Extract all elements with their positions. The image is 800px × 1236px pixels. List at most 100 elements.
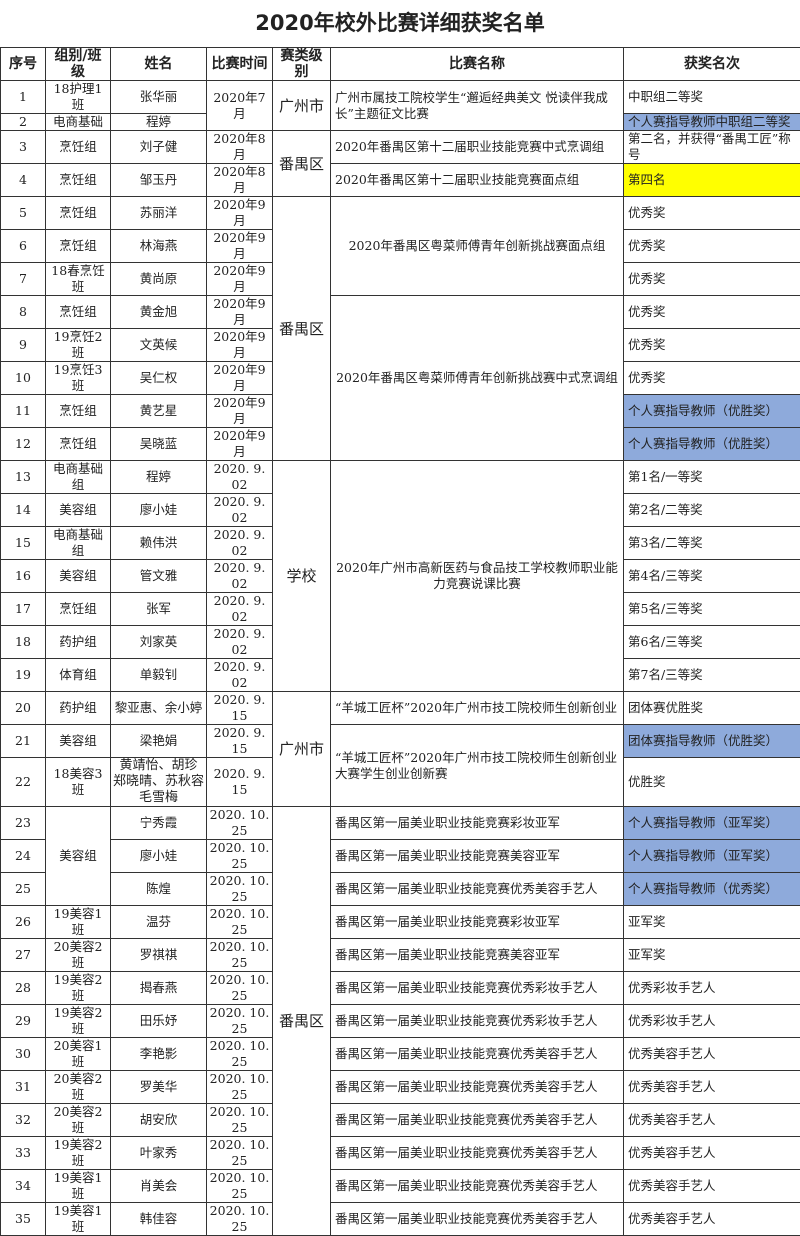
- cell-level: 学校: [273, 461, 331, 692]
- cell-time: 2020. 9. 02: [207, 461, 273, 494]
- cell-award: 优秀美容手艺人: [624, 1137, 800, 1170]
- cell-competition: 番禺区第一届美业职业技能竞赛优秀彩妆手艺人: [331, 972, 624, 1005]
- cell-no: 22: [1, 758, 46, 807]
- header-competition: 比赛名称: [331, 48, 624, 81]
- cell-name: 苏丽洋: [111, 197, 207, 230]
- cell-name: 黄艺星: [111, 395, 207, 428]
- cell-award: 个人赛指导教师（亚军奖）: [624, 840, 800, 873]
- cell-name: 罗祺祺: [111, 939, 207, 972]
- cell-competition: 番禺区第一届美业职业技能竞赛美容亚军: [331, 840, 624, 873]
- cell-name: 刘子健: [111, 131, 207, 164]
- cell-level: 广州市: [273, 81, 331, 131]
- cell-name: 黄尚原: [111, 263, 207, 296]
- cell-name: 宁秀霞: [111, 807, 207, 840]
- cell-competition: 广州市属技工院校学生“邂逅经典美文 悦读伴我成长”主题征文比赛: [331, 81, 624, 131]
- cell-no: 17: [1, 593, 46, 626]
- cell-award: 个人赛指导教师（亚军奖）: [624, 807, 800, 840]
- cell-competition: 2020年番禺区第十二届职业技能竞赛面点组: [331, 164, 624, 197]
- cell-competition: 2020年番禺区第十二届职业技能竞赛中式烹调组: [331, 131, 624, 164]
- cell-group: 18护理1班: [46, 81, 111, 114]
- cell-name: 吴仁权: [111, 362, 207, 395]
- cell-group: 20美容2班: [46, 1071, 111, 1104]
- cell-no: 19: [1, 659, 46, 692]
- cell-competition: 番禺区第一届美业职业技能竞赛彩妆亚军: [331, 807, 624, 840]
- cell-time: 2020年9月: [207, 395, 273, 428]
- cell-name: 廖小娃: [111, 494, 207, 527]
- cell-level: 番禺区: [273, 131, 331, 197]
- cell-no: 4: [1, 164, 46, 197]
- cell-award: 第7名/三等奖: [624, 659, 800, 692]
- cell-competition: 番禺区第一届美业职业技能竞赛优秀美容手艺人: [331, 1170, 624, 1203]
- cell-name: 肖美会: [111, 1170, 207, 1203]
- cell-award: 第二名，并获得“番禺工匠”称号: [624, 131, 800, 164]
- cell-time: 2020. 9. 15: [207, 725, 273, 758]
- cell-no: 9: [1, 329, 46, 362]
- cell-no: 30: [1, 1038, 46, 1071]
- cell-group: 烹饪组: [46, 230, 111, 263]
- cell-level: 番禺区: [273, 197, 331, 461]
- cell-no: 34: [1, 1170, 46, 1203]
- cell-group: 烹饪组: [46, 164, 111, 197]
- cell-award: 优秀奖: [624, 230, 800, 263]
- cell-group: 电商基础: [46, 114, 111, 131]
- cell-name: 程婷: [111, 461, 207, 494]
- cell-name: 张军: [111, 593, 207, 626]
- cell-award: 个人赛指导教师（优胜奖）: [624, 395, 800, 428]
- cell-competition: 番禺区第一届美业职业技能竞赛优秀美容手艺人: [331, 1104, 624, 1137]
- cell-time: 2020. 10. 25: [207, 1104, 273, 1137]
- cell-time: 2020. 10. 25: [207, 840, 273, 873]
- cell-competition: 番禺区第一届美业职业技能竞赛优秀美容手艺人: [331, 1137, 624, 1170]
- cell-no: 25: [1, 873, 46, 906]
- cell-competition: 番禺区第一届美业职业技能竞赛优秀美容手艺人: [331, 873, 624, 906]
- cell-award: 第3名/二等奖: [624, 527, 800, 560]
- cell-time: 2020年9月: [207, 263, 273, 296]
- cell-group: 烹饪组: [46, 197, 111, 230]
- cell-competition: 番禺区第一届美业职业技能竞赛优秀美容手艺人: [331, 1038, 624, 1071]
- cell-group: 药护组: [46, 692, 111, 725]
- cell-name: 叶家秀: [111, 1137, 207, 1170]
- cell-group: 体育组: [46, 659, 111, 692]
- cell-award: 优秀奖: [624, 263, 800, 296]
- cell-award: 优秀彩妆手艺人: [624, 1005, 800, 1038]
- cell-no: 31: [1, 1071, 46, 1104]
- cell-competition: 番禺区第一届美业职业技能竞赛优秀美容手艺人: [331, 1071, 624, 1104]
- cell-group: 19美容2班: [46, 1005, 111, 1038]
- cell-time: 2020年9月: [207, 197, 273, 230]
- cell-no: 18: [1, 626, 46, 659]
- cell-group: 19美容2班: [46, 1137, 111, 1170]
- cell-no: 20: [1, 692, 46, 725]
- cell-name: 田乐妤: [111, 1005, 207, 1038]
- cell-award: 中职组二等奖: [624, 81, 800, 114]
- cell-time: 2020年9月: [207, 428, 273, 461]
- cell-no: 32: [1, 1104, 46, 1137]
- header-group: 组别/班级: [46, 48, 111, 81]
- cell-time: 2020. 9. 15: [207, 692, 273, 725]
- cell-no: 23: [1, 807, 46, 840]
- cell-no: 29: [1, 1005, 46, 1038]
- cell-name: 张华丽: [111, 81, 207, 114]
- cell-competition: 番禺区第一届美业职业技能竞赛优秀彩妆手艺人: [331, 1005, 624, 1038]
- cell-group: 烹饪组: [46, 593, 111, 626]
- cell-time: 2020. 10. 25: [207, 1071, 273, 1104]
- cell-competition: 2020年番禺区粤菜师傅青年创新挑战赛面点组: [331, 197, 624, 296]
- cell-no: 16: [1, 560, 46, 593]
- cell-award: 个人赛指导教师（优胜奖）: [624, 428, 800, 461]
- cell-competition: 番禺区第一届美业职业技能竞赛美容亚军: [331, 939, 624, 972]
- page-title: 2020年校外比赛详细获奖名单: [0, 0, 800, 44]
- cell-group: 美容组: [46, 560, 111, 593]
- cell-name: 单毅钊: [111, 659, 207, 692]
- cell-award: 第1名/一等奖: [624, 461, 800, 494]
- cell-time: 2020. 10. 25: [207, 972, 273, 1005]
- cell-award: 团体赛指导教师（优胜奖）: [624, 725, 800, 758]
